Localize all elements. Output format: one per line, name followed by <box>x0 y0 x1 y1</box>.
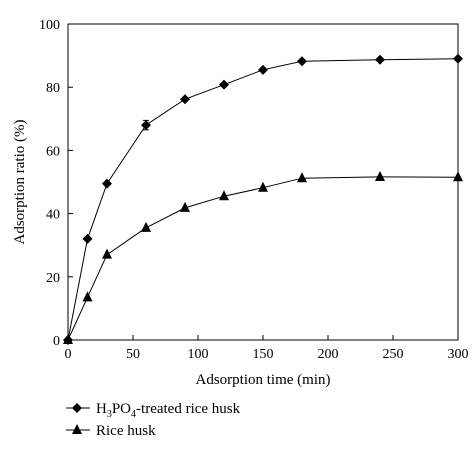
data-point-diamond <box>453 53 463 64</box>
x-tick-label: 250 <box>383 347 404 362</box>
legend: H3PO4-treated rice husk Rice husk <box>66 401 241 439</box>
data-point-triangle <box>180 201 190 212</box>
legend-treated-part-3: -treated rice husk <box>136 401 241 417</box>
x-tick-label: 150 <box>253 347 274 362</box>
data-point-triangle <box>375 170 385 181</box>
data-point-triangle <box>453 171 463 182</box>
data-point-diamond <box>102 178 112 189</box>
series-layer <box>63 53 463 345</box>
x-tick-label: 0 <box>65 347 72 362</box>
axis-ticks: 0 50 100 150 200 250 300 0 20 40 60 80 100 <box>39 18 469 362</box>
legend-label-rice-husk: Rice husk <box>96 423 156 439</box>
data-point-triangle <box>219 190 229 201</box>
y-axis-title: Adsorption ratio (%) <box>12 120 28 245</box>
data-point-diamond <box>141 120 151 131</box>
data-point-triangle <box>102 248 112 259</box>
data-point-triangle <box>258 181 268 192</box>
legend-treated-sub-2: 4 <box>131 409 136 420</box>
legend-label-treated: H3PO4-treated rice husk <box>96 401 241 420</box>
x-tick-label: 100 <box>188 347 209 362</box>
series-line-1 <box>67 58 459 341</box>
x-tick-label: 50 <box>126 347 140 362</box>
data-point-triangle <box>297 172 307 183</box>
data-point-diamond <box>219 79 229 90</box>
data-point-diamond <box>180 94 190 105</box>
legend-treated-part-2: PO <box>112 401 131 417</box>
data-point-triangle <box>63 334 73 344</box>
series-line-2 <box>67 176 459 341</box>
y-tick-label: 20 <box>46 271 60 286</box>
legend-treated-sub-1: 3 <box>107 409 112 420</box>
data-point-diamond <box>82 233 93 244</box>
data-point-diamond <box>258 64 268 75</box>
x-axis-title: Adsorption time (min) <box>196 372 331 388</box>
y-tick-label: 0 <box>53 334 60 349</box>
x-tick-label: 200 <box>318 347 339 362</box>
legend-diamond-marker <box>72 403 82 413</box>
data-point-diamond <box>297 56 307 67</box>
y-tick-label: 80 <box>46 81 60 96</box>
legend-treated-part-1: H <box>96 401 107 417</box>
y-tick-label: 100 <box>39 18 60 33</box>
data-point-triangle <box>82 291 93 302</box>
y-tick-label: 60 <box>46 144 60 159</box>
x-tick-label: 300 <box>448 347 469 362</box>
legend-triangle-marker <box>72 424 82 434</box>
data-point-triangle <box>141 221 151 232</box>
y-tick-label: 40 <box>46 208 60 223</box>
data-point-diamond <box>375 54 385 65</box>
